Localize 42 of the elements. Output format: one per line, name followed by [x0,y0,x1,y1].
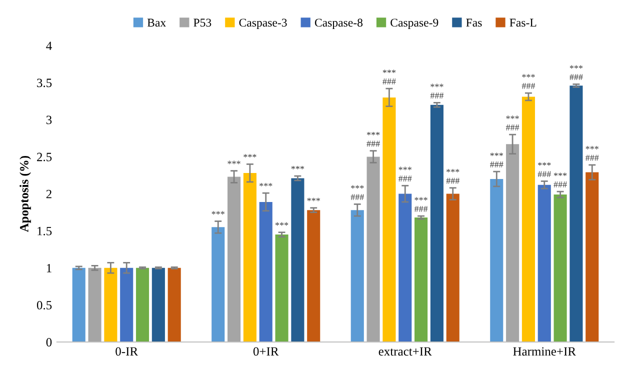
x-tick-label: extract+IR [378,347,432,356]
x-tick-label: 0-IR [116,347,138,356]
legend-label: Fas [466,18,482,27]
legend-label: Fas-L [510,18,536,27]
x-tick-label: 0+IR [253,347,279,356]
data-label: *** [260,183,272,186]
data-label: *** ### [506,116,520,130]
y-tick-label: 2.5 [37,152,52,162]
data-label: *** ### [522,74,536,89]
data-label: *** ### [366,132,380,147]
data-label: *** ### [586,146,599,161]
data-label: *** ### [350,185,364,200]
data-label: *** ### [538,162,551,178]
legend-label: Bax [147,18,166,27]
y-axis-title: Apoptosis (%) [20,156,31,232]
legend-label: Caspase-8 [314,18,363,30]
data-label: *** ### [398,166,412,182]
data-label: *** [307,198,320,202]
data-label: *** ### [446,169,460,184]
data-label: *** [291,166,304,170]
y-tick-label: 1 [46,264,52,272]
y-tick-label: 0.5 [36,300,52,310]
data-label: *** ### [554,172,567,188]
data-label: *** ### [414,197,428,212]
y-tick-label: 4 [46,42,52,50]
legend-label: P53 [194,18,212,27]
data-label: *** ### [570,65,583,80]
y-tick-label: 0 [46,338,52,346]
data-label: *** [228,160,240,164]
legend-label: Caspase-3 [239,18,287,30]
data-label: *** [275,222,288,226]
data-label: *** ### [430,84,444,99]
data-label: *** [212,211,224,214]
data-label: *** [244,154,256,158]
data-label: *** ### [490,152,504,168]
y-tick-label: 3 [46,116,52,124]
x-tick-label: Harmine+IR [513,347,576,356]
y-tick-label: 3.5 [37,78,52,88]
legend-label: Caspase-9 [390,18,438,30]
data-label: *** ### [382,70,396,84]
y-tick-label: 2 [46,190,52,198]
y-tick-label: 1.5 [38,226,52,236]
